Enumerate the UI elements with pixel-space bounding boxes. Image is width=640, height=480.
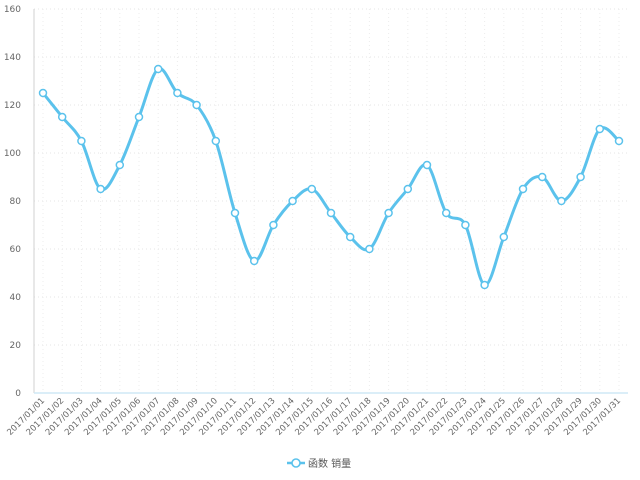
- data-point: [422, 160, 432, 170]
- legend[interactable]: 函数 销量: [287, 457, 351, 470]
- data-point: [96, 184, 105, 194]
- y-tick-label: 0: [15, 389, 21, 399]
- data-point: [307, 184, 317, 194]
- data-point: [461, 220, 470, 230]
- data-point: [192, 100, 201, 110]
- y-axis-tick-labels: 0 20 40 60 80 100 120 140 160: [4, 5, 21, 399]
- legend-label-series-0: 函数 销量: [308, 457, 351, 470]
- legend-marker: [291, 458, 301, 468]
- data-point: [557, 196, 566, 206]
- y-tick-label: 160: [4, 5, 21, 15]
- y-tick-label: 80: [10, 197, 22, 207]
- data-point: [230, 208, 240, 218]
- series-layer: [38, 64, 624, 290]
- data-point: [595, 124, 605, 134]
- data-point: [403, 184, 413, 194]
- data-point: [134, 112, 144, 122]
- data-point: [115, 160, 125, 170]
- data-point: [153, 64, 163, 74]
- y-tick-label: 120: [4, 101, 21, 111]
- data-point: [211, 136, 221, 146]
- data-point: [269, 220, 278, 230]
- x-axis-tick-labels: 2017/01/012017/01/022017/01/032017/01/04…: [5, 396, 623, 438]
- y-tick-label: 20: [10, 341, 22, 351]
- data-point: [518, 184, 528, 194]
- data-point: [326, 208, 336, 218]
- y-tick-label: 100: [4, 149, 21, 159]
- data-point: [441, 208, 451, 218]
- data-point: [345, 232, 355, 242]
- grid-lines: [34, 8, 628, 393]
- data-point: [384, 208, 393, 218]
- data-point: [614, 136, 624, 146]
- data-point: [537, 172, 547, 182]
- data-point: [480, 280, 489, 290]
- data-point: [249, 256, 259, 266]
- data-point: [576, 172, 585, 182]
- data-point: [499, 232, 509, 242]
- data-point: [288, 196, 297, 206]
- y-tick-label: 40: [10, 293, 22, 303]
- chart-axes: [33, 9, 628, 394]
- y-tick-label: 60: [10, 245, 22, 255]
- y-tick-label: 140: [4, 53, 21, 63]
- data-point: [365, 244, 374, 254]
- data-point: [77, 136, 86, 146]
- data-point: [57, 112, 67, 122]
- data-point: [173, 88, 182, 98]
- data-point: [38, 88, 48, 98]
